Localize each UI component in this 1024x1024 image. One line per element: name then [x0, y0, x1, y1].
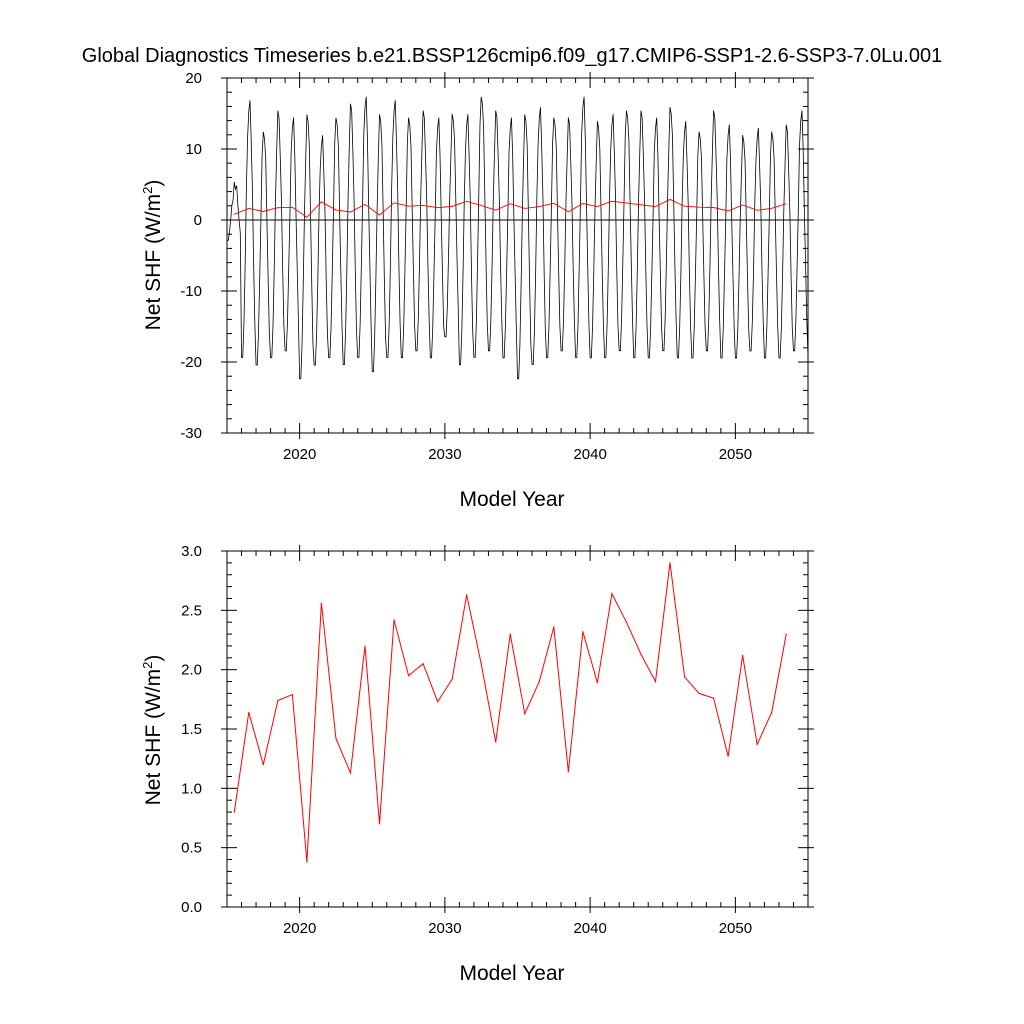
bottom-annual-point: [407, 675, 410, 677]
figure-title: Global Diagnostics Timeseries b.e21.BSSP…: [82, 45, 942, 67]
bottom-annual-point: [756, 743, 758, 746]
bottom-annual-point: [654, 680, 657, 683]
top-y-tick-label: -30: [180, 425, 202, 442]
bottom-annual-point: [393, 619, 395, 621]
bottom-annual-point: [349, 772, 352, 774]
top-x-tick-label: 2050: [719, 446, 752, 463]
bottom-annual-point: [582, 631, 584, 633]
top-monthly-series-line: [227, 96, 809, 380]
bottom-annual-point: [364, 645, 366, 647]
bottom-annual-point: [437, 701, 439, 703]
top-annual-series-line: [234, 198, 787, 218]
bottom-annual-point: [335, 737, 337, 740]
bottom-x-tick-label: 2030: [428, 920, 461, 937]
bottom-annual-series-line: [233, 562, 787, 862]
top-y-tick-label: -20: [180, 354, 202, 371]
bottom-annual-point: [480, 663, 482, 665]
bottom-annual-point: [509, 633, 511, 635]
bottom-annual-point: [451, 678, 453, 680]
bottom-annual-point: [378, 823, 381, 825]
bottom-annual-point: [262, 764, 264, 766]
bottom-y-axis-title: Net SHF (W/m2): [140, 655, 165, 806]
bottom-annual-point: [640, 653, 642, 655]
bottom-y-tick-label: 1.0: [181, 780, 202, 797]
bottom-annual-point: [742, 654, 744, 657]
top-x-axis-title: Model Year: [459, 488, 564, 511]
bottom-annual-point: [567, 771, 569, 773]
top-plot-frame: [226, 77, 809, 434]
top-y-tick-label: 20: [185, 70, 202, 87]
top-x-tick-label: 2030: [428, 446, 461, 463]
top-y-tick-label: 10: [185, 141, 202, 158]
bottom-chart: 2020 2030 2040 2050 0.0 0.5 1.0 1.5 2.0 2.5 3.0 Mo…: [140, 543, 814, 985]
top-chart: 2020 2030 2040 2050 -30 -20 -10 0 10 20 Model Yea…: [140, 70, 814, 511]
bottom-annual-point: [683, 676, 686, 678]
top-x-tick-label: 2040: [573, 446, 606, 463]
bottom-y-tick-label: 2.5: [181, 602, 202, 619]
bottom-axes: 2020 2030 2040 2050 0.0 0.5 1.0 1.5 2.0 2.5 3.0: [181, 543, 814, 937]
bottom-series-group: [233, 562, 787, 863]
bottom-annual-point: [611, 593, 613, 595]
bottom-annual-point: [727, 755, 729, 757]
bottom-y-tick-label: 3.0: [181, 543, 202, 560]
bottom-annual-point: [698, 692, 700, 695]
bottom-x-tick-label: 2020: [283, 920, 316, 937]
bottom-annual-point: [320, 602, 323, 604]
bottom-annual-point: [524, 712, 526, 715]
bottom-x-tick-label: 2040: [573, 920, 606, 937]
bottom-y-tick-label: 1.5: [181, 721, 202, 738]
bottom-annual-point: [669, 562, 671, 564]
bottom-annual-point: [306, 861, 308, 863]
bottom-annual-point: [771, 711, 773, 713]
bottom-annual-point: [785, 633, 787, 635]
top-x-tick-label: 2020: [283, 446, 316, 463]
bottom-annual-point: [538, 680, 540, 683]
bottom-annual-point: [625, 621, 628, 623]
top-y-tick-label: -10: [180, 283, 202, 300]
bottom-annual-point: [422, 663, 424, 665]
bottom-x-axis-title: Model Year: [459, 962, 564, 985]
bottom-x-tick-label: 2050: [719, 920, 752, 937]
bottom-annual-point: [248, 711, 250, 713]
top-series-group: [227, 96, 809, 380]
top-y-tick-label: 0: [194, 212, 202, 229]
bottom-y-tick-label: 0.0: [181, 899, 202, 916]
bottom-y-tick-label: 0.5: [181, 840, 202, 857]
bottom-annual-point: [233, 811, 235, 813]
top-axes: 2020 2030 2040 2050 -30 -20 -10 0 10 20: [180, 70, 814, 463]
bottom-annual-point: [495, 741, 497, 743]
bottom-annual-point: [712, 697, 715, 699]
bottom-annual-point: [291, 693, 293, 696]
bottom-annual-point: [466, 594, 468, 596]
bottom-y-tick-label: 2.0: [181, 662, 202, 679]
bottom-annual-point: [596, 682, 598, 684]
bottom-annual-point: [277, 699, 279, 702]
top-y-axis-title: Net SHF (W/m2): [140, 180, 165, 331]
bottom-annual-point: [553, 626, 555, 628]
